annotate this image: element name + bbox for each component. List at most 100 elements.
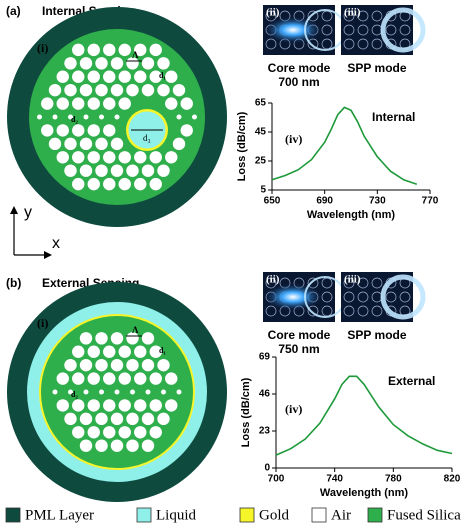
air-hole [110, 439, 124, 452]
air-hole [149, 399, 162, 412]
y-tick-label: 65 [255, 98, 267, 109]
air-hole [64, 137, 77, 151]
y-tick-label: 25 [255, 156, 267, 167]
legend-swatch [5, 507, 21, 523]
air-hole [134, 70, 147, 83]
y-tick-label: 45 [255, 127, 267, 138]
air-hole [79, 57, 93, 70]
pitch-label: Λ [132, 50, 139, 60]
x-tick-label: 780 [385, 474, 402, 485]
air-hole [165, 151, 178, 164]
air-hole [79, 439, 93, 452]
air-hole [48, 137, 62, 151]
air-hole [161, 389, 166, 395]
core-field [263, 16, 323, 44]
air-hole [141, 164, 155, 177]
air-hole [157, 412, 170, 426]
air-hole [126, 332, 139, 345]
x-tick-label: 650 [264, 196, 281, 207]
air-hole [52, 389, 58, 395]
air-hole [118, 426, 131, 439]
mode-hole [371, 38, 383, 50]
air-hole [118, 372, 131, 385]
mode-hole [399, 24, 411, 36]
air-hole [64, 412, 77, 426]
air-hole [149, 426, 162, 439]
air-hole [130, 389, 135, 395]
air-hole [172, 137, 186, 151]
air-hole [157, 358, 170, 372]
y-tick-label: 46 [259, 389, 271, 400]
mode-hole [371, 10, 383, 22]
air-hole [110, 164, 124, 177]
air-hole [118, 345, 131, 358]
x-axis-title: Wavelength (nm) [320, 487, 409, 499]
air-hole [110, 358, 124, 372]
air-hole [87, 151, 100, 164]
air-hole [95, 358, 108, 372]
air-hole [99, 114, 104, 120]
air-hole [64, 164, 77, 177]
air-hole [64, 83, 77, 97]
air-hole [95, 164, 108, 177]
air-hole [72, 372, 85, 385]
air-hole [95, 57, 108, 70]
mode-hole [343, 305, 355, 317]
air-hole [56, 124, 69, 137]
air-hole [165, 399, 178, 412]
air-hole [87, 97, 100, 110]
air-hole [72, 97, 85, 110]
air-hole [103, 426, 116, 439]
mode-hole [357, 305, 369, 317]
air-hole [141, 83, 155, 97]
panel-tag: (iv) [285, 132, 302, 146]
air-hole [95, 412, 108, 426]
legend-swatch [136, 507, 152, 523]
air-hole [157, 57, 170, 70]
mode-hole [371, 305, 383, 317]
xy-axes [10, 206, 52, 259]
air-hole [87, 177, 100, 191]
panel-label: (b) [6, 276, 21, 290]
air-hole [103, 345, 116, 358]
air-hole [157, 83, 170, 97]
air-hole [149, 345, 162, 358]
air-hole [114, 389, 120, 395]
y-tick-label: 5 [260, 185, 266, 196]
air-hole [110, 412, 124, 426]
air-hole [141, 412, 155, 426]
air-hole [172, 83, 186, 97]
air-hole [126, 83, 139, 97]
legend-label: Air [331, 507, 351, 523]
air-hole [56, 399, 69, 412]
legend-label: Fused Silica [387, 507, 461, 523]
air-hole [114, 114, 120, 120]
mode-tag: (iii) [344, 7, 361, 19]
air-hole [52, 114, 58, 120]
mode-name: Core mode [268, 328, 331, 342]
air-hole [79, 412, 93, 426]
legend-swatch [367, 507, 383, 523]
air-hole [64, 57, 77, 70]
mode-wavelength: 700 nm [278, 75, 319, 89]
air-hole [56, 372, 69, 385]
air-hole [72, 151, 85, 164]
air-hole [126, 439, 139, 452]
air-hole [141, 332, 155, 345]
mode-hole [343, 10, 355, 22]
air-hole [110, 137, 124, 151]
panel-tag: (iv) [285, 402, 302, 416]
air-hole [56, 151, 69, 164]
air-hole [87, 43, 100, 57]
mode-tag: (iii) [344, 274, 361, 286]
air-hole [118, 177, 131, 191]
air-hole [126, 57, 139, 70]
mode-hole [385, 291, 397, 303]
mode-tag: (ii) [266, 274, 280, 286]
air-hole [141, 358, 155, 372]
air-hole [176, 114, 182, 120]
mode-hole [371, 277, 383, 289]
air-hole [72, 70, 85, 83]
air-hole [118, 151, 131, 164]
